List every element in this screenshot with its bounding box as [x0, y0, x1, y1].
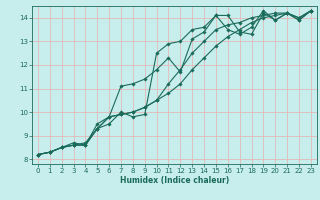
X-axis label: Humidex (Indice chaleur): Humidex (Indice chaleur) [120, 176, 229, 185]
